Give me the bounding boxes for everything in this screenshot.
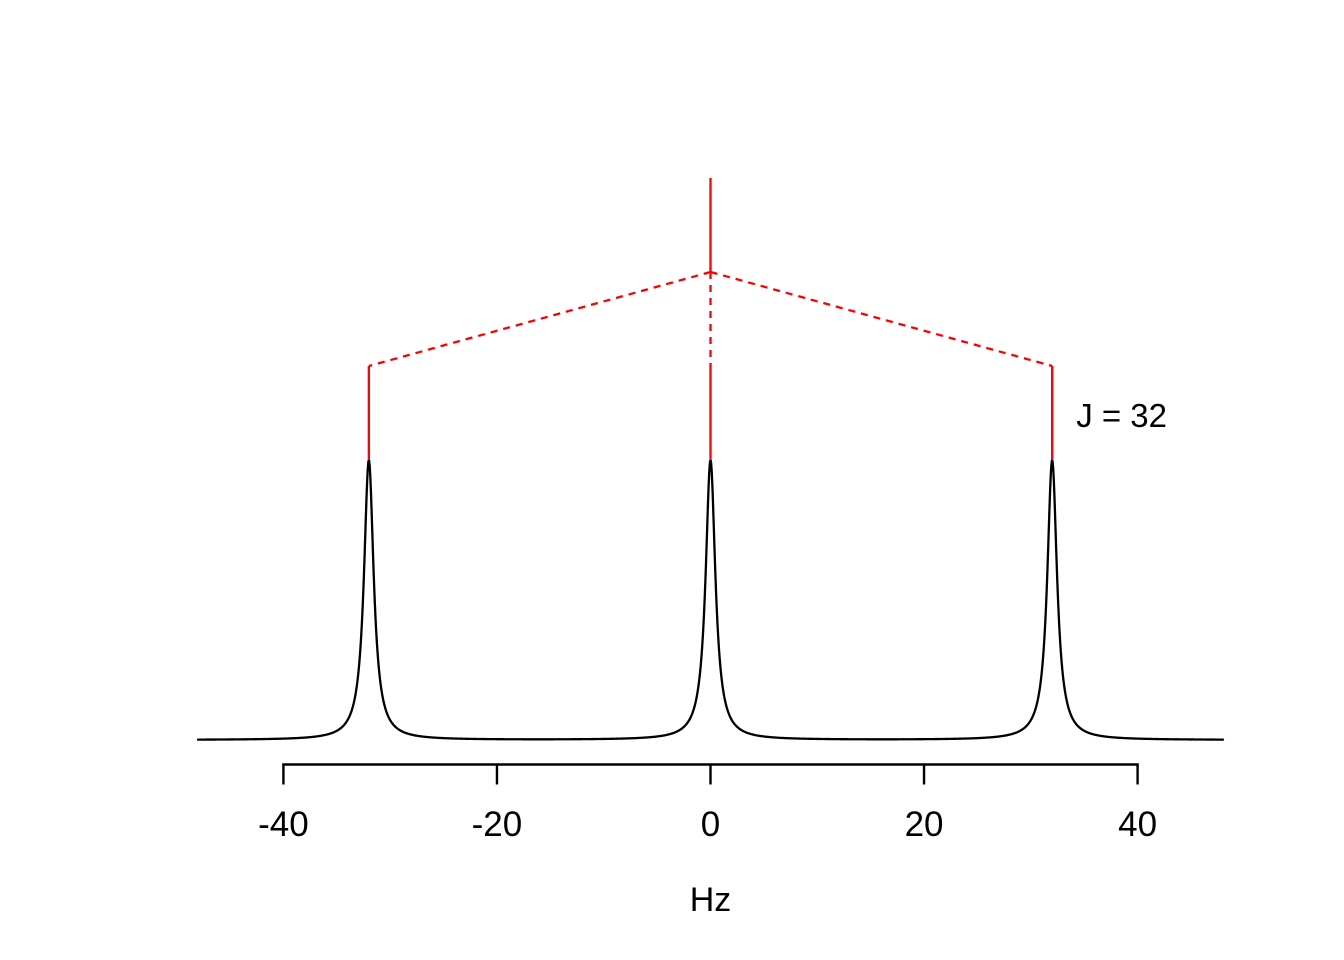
tree-connector-line [368,270,711,368]
spectrum-curve [196,458,1225,741]
tree-connector-line [710,270,1053,368]
x-tick-label: -20 [472,805,523,844]
j-coupling-label: J = 32 [1076,397,1167,434]
x-tick-label: 0 [701,805,720,844]
x-tick-label: 40 [1118,805,1157,844]
coupling-tree [367,178,1054,460]
x-axis: -40 -20 0 20 40 [258,763,1157,844]
x-tick-label: -40 [258,805,309,844]
spectrum-layer [196,458,1225,741]
x-tick-label: 20 [905,805,944,844]
x-axis-title: Hz [690,881,732,919]
